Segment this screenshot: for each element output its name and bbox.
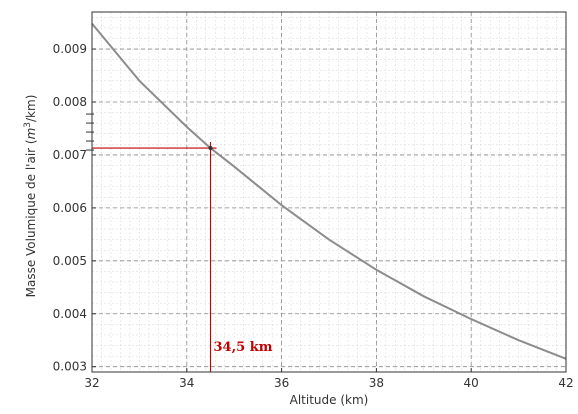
y-tick-label: 0.005 [53,254,87,268]
plot-frame [91,11,567,373]
annotation-label: 34,5 km [214,340,273,355]
annotation-point [208,146,213,151]
y-tick-label: 0.007 [53,148,87,162]
y-axis-title-tail: /km) [24,95,38,122]
y-axis-title: Masse Volumique de l'air (m3/km) [23,95,38,298]
x-tick-label: 32 [84,376,99,390]
y-axis-title-main: Masse Volumique de l'air ( [24,139,38,297]
tick-labels: 32 34 36 38 40 42 0.003 0.004 0.005 0.006 0.007 0.0… [53,42,574,390]
x-tick-label: 42 [558,376,573,390]
y-tick-label: 0.003 [53,360,87,374]
y-tick-label: 0.004 [53,307,87,321]
grid-lines [91,12,567,372]
axes [91,11,567,373]
y-tick-label: 0.006 [53,201,87,215]
y-tick-label: 0.009 [53,42,87,56]
x-tick-label: 40 [464,376,479,390]
series-layer [91,22,567,360]
y-tick-label: 0.008 [53,95,87,109]
x-tick-label: 36 [274,376,289,390]
annotation-layer [86,113,217,372]
y-axis-title-exponent: 3 [23,122,33,128]
y-axis-title-unit: m [24,128,38,140]
density-curve [91,22,567,360]
x-tick-label: 38 [369,376,384,390]
x-axis-title: Altitude (km) [290,393,369,407]
x-tick-label: 34 [179,376,194,390]
